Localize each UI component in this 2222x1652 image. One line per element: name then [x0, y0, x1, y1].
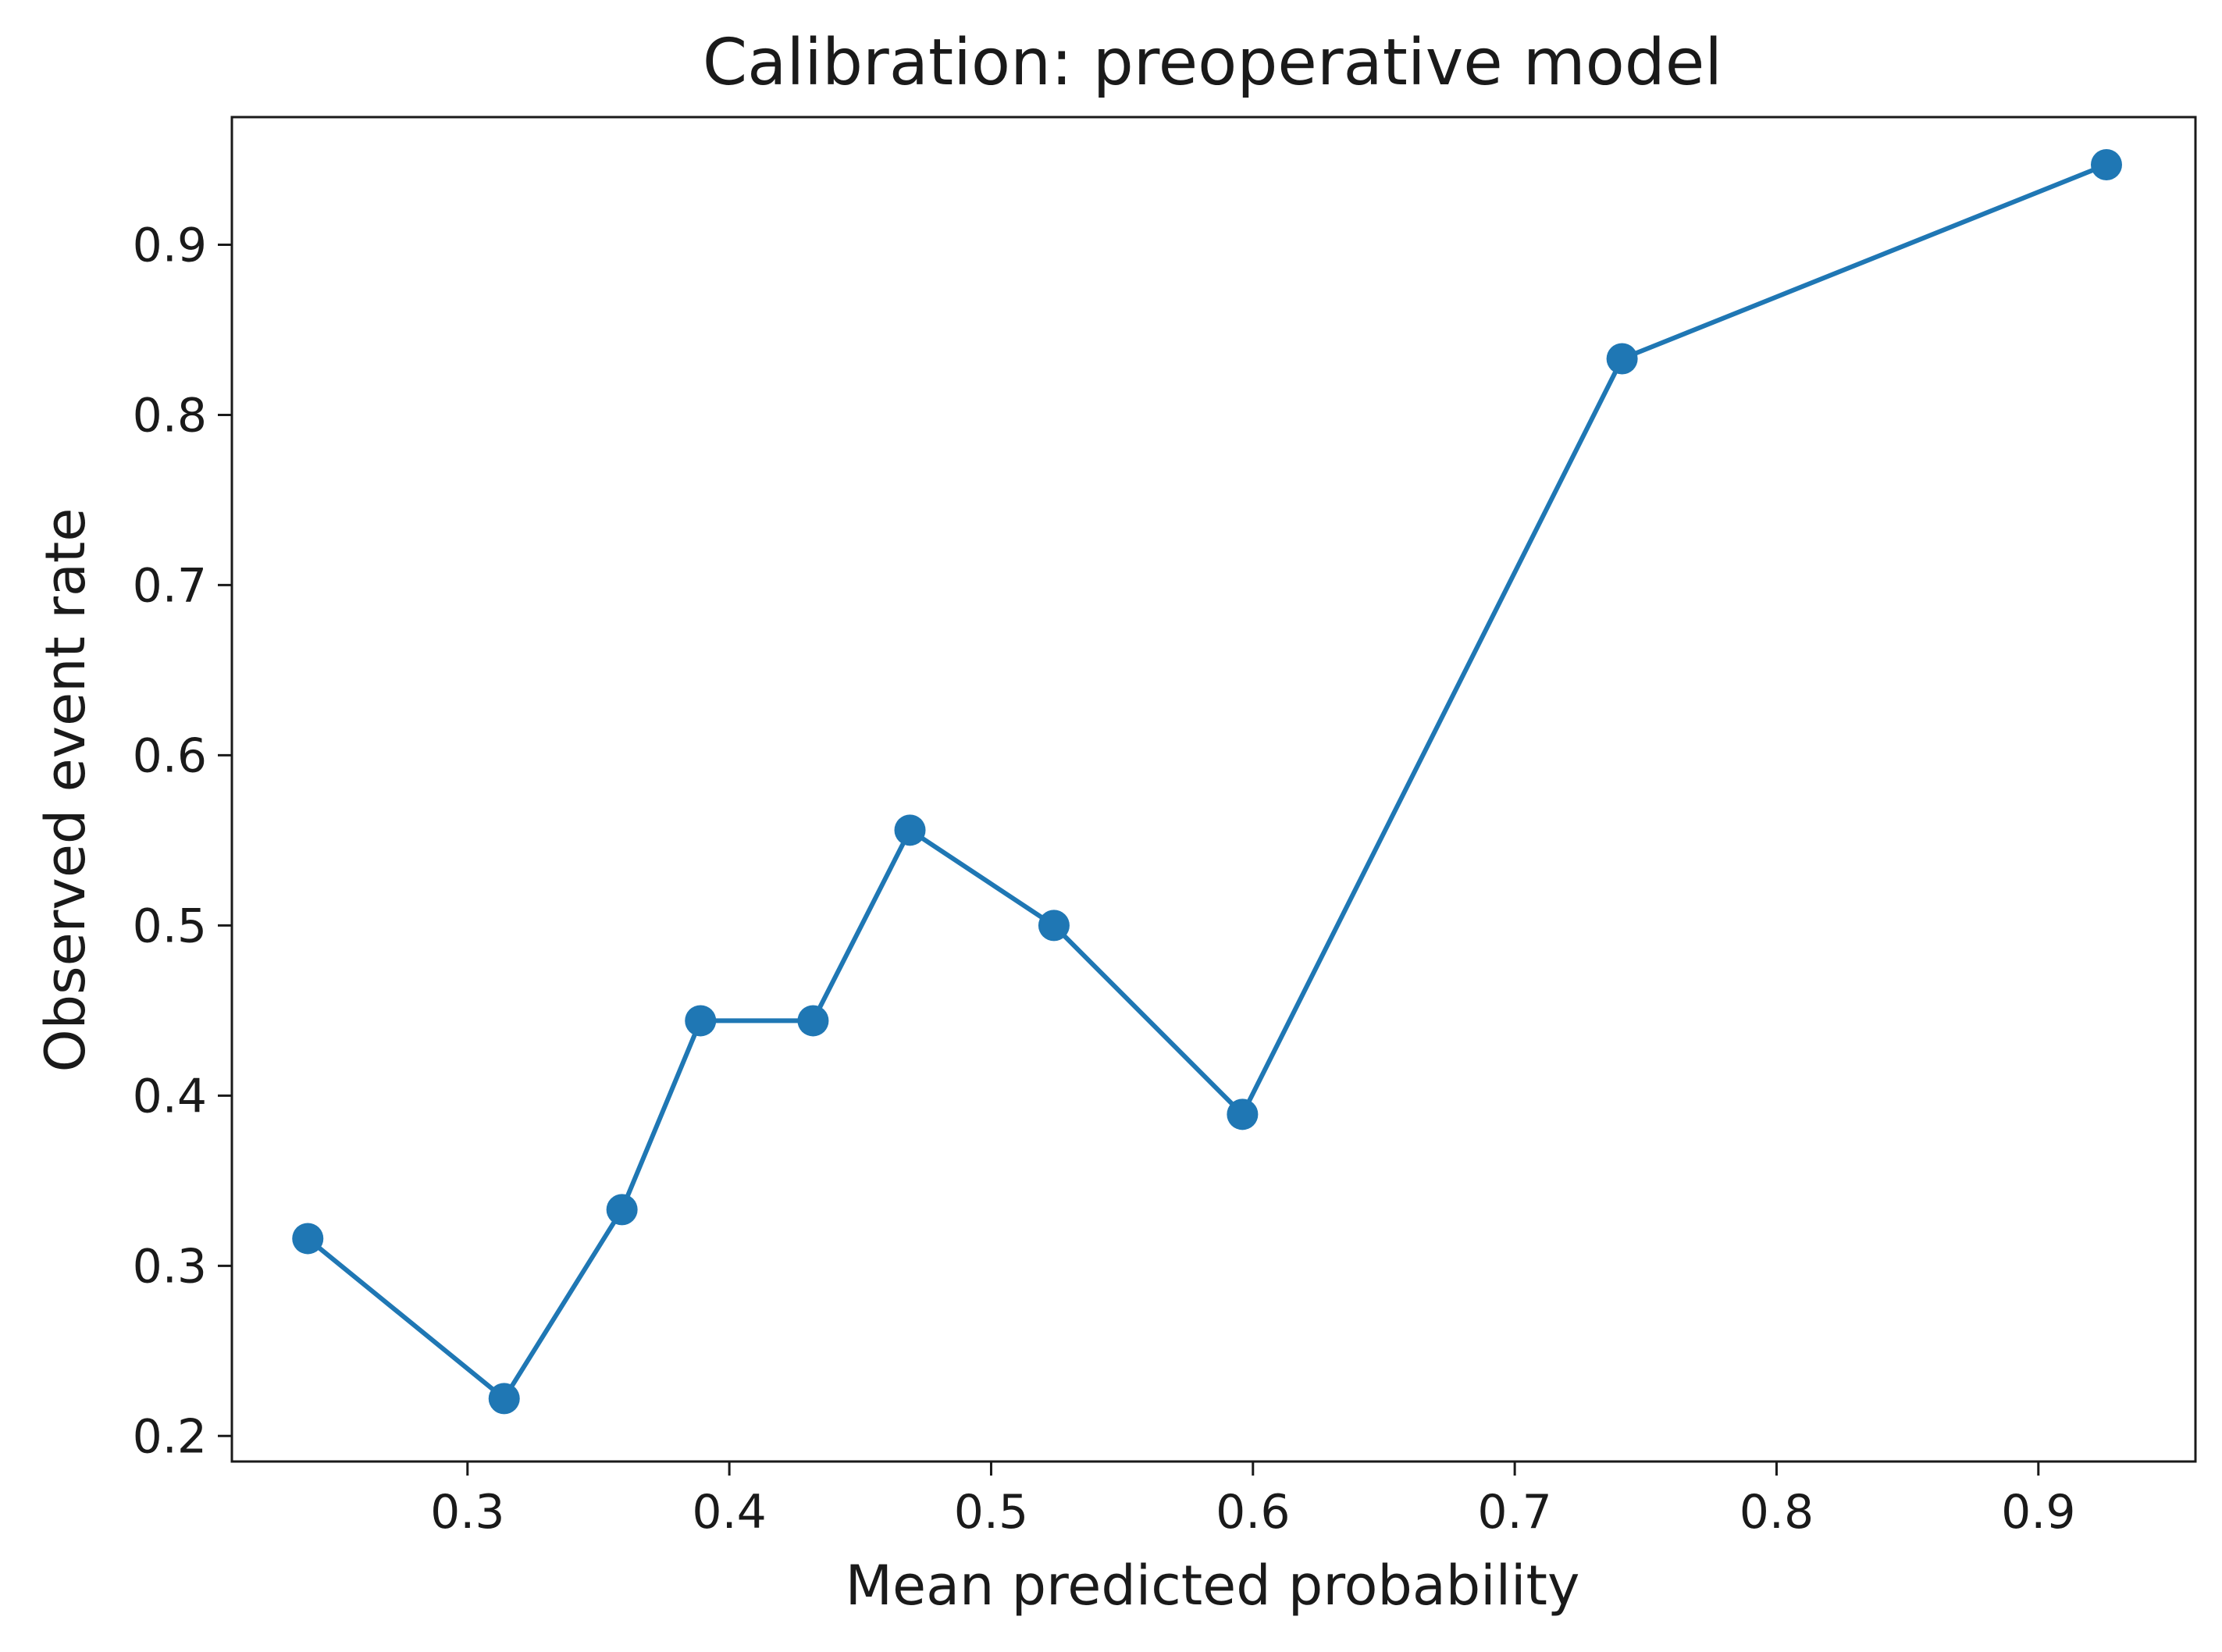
plot-frame	[230, 116, 2197, 1463]
x-tick-label: 0.9	[2001, 1485, 2075, 1540]
y-tick-label: 0.3	[133, 1239, 207, 1294]
data-point	[797, 1005, 829, 1037]
y-tick-label: 0.8	[133, 388, 207, 443]
plot-area: 0.3 0.4 0.5 0.6 0.7 0.8 0.9 0.2 0.3 0.4 0.5 0.6 0.7 0…	[133, 116, 2197, 1540]
data-point	[2090, 149, 2122, 181]
chart-title: Calibration: preoperative model	[703, 26, 1722, 100]
x-tick-label: 0.8	[1739, 1485, 1814, 1540]
x-tick-label: 0.7	[1477, 1485, 1551, 1540]
x-tick-label: 0.5	[954, 1485, 1028, 1540]
data-point	[894, 814, 926, 846]
y-tick-label: 0.7	[133, 558, 207, 613]
x-tick-label: 0.4	[692, 1485, 766, 1540]
data-point	[606, 1194, 638, 1226]
x-tick-label: 0.3	[430, 1485, 504, 1540]
data-point	[685, 1005, 717, 1037]
y-tick-label: 0.4	[133, 1069, 207, 1123]
y-tick-label: 0.6	[133, 728, 207, 783]
data-point	[292, 1223, 324, 1255]
series-line	[306, 162, 2108, 1401]
y-axis-label: Observed event rate	[34, 508, 98, 1073]
x-axis-label: Mean predicted probability	[846, 1554, 1580, 1618]
y-tick-label: 0.9	[133, 218, 207, 272]
data-point	[1227, 1098, 1259, 1130]
data-point	[488, 1383, 520, 1415]
x-tick-label: 0.6	[1216, 1485, 1290, 1540]
data-point	[1606, 343, 1638, 375]
y-tick-label: 0.5	[133, 899, 207, 953]
data-point	[1038, 910, 1070, 942]
y-tick-label: 0.2	[133, 1409, 207, 1464]
